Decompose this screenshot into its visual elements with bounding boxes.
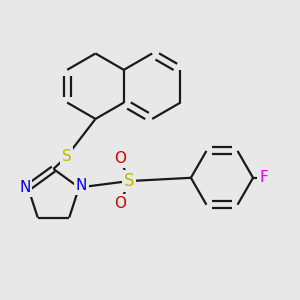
- Text: O: O: [115, 196, 127, 211]
- Text: F: F: [259, 170, 268, 185]
- Text: N: N: [76, 178, 87, 194]
- Text: S: S: [62, 149, 71, 164]
- Text: N: N: [19, 180, 30, 195]
- Text: S: S: [124, 172, 134, 190]
- Text: O: O: [115, 151, 127, 166]
